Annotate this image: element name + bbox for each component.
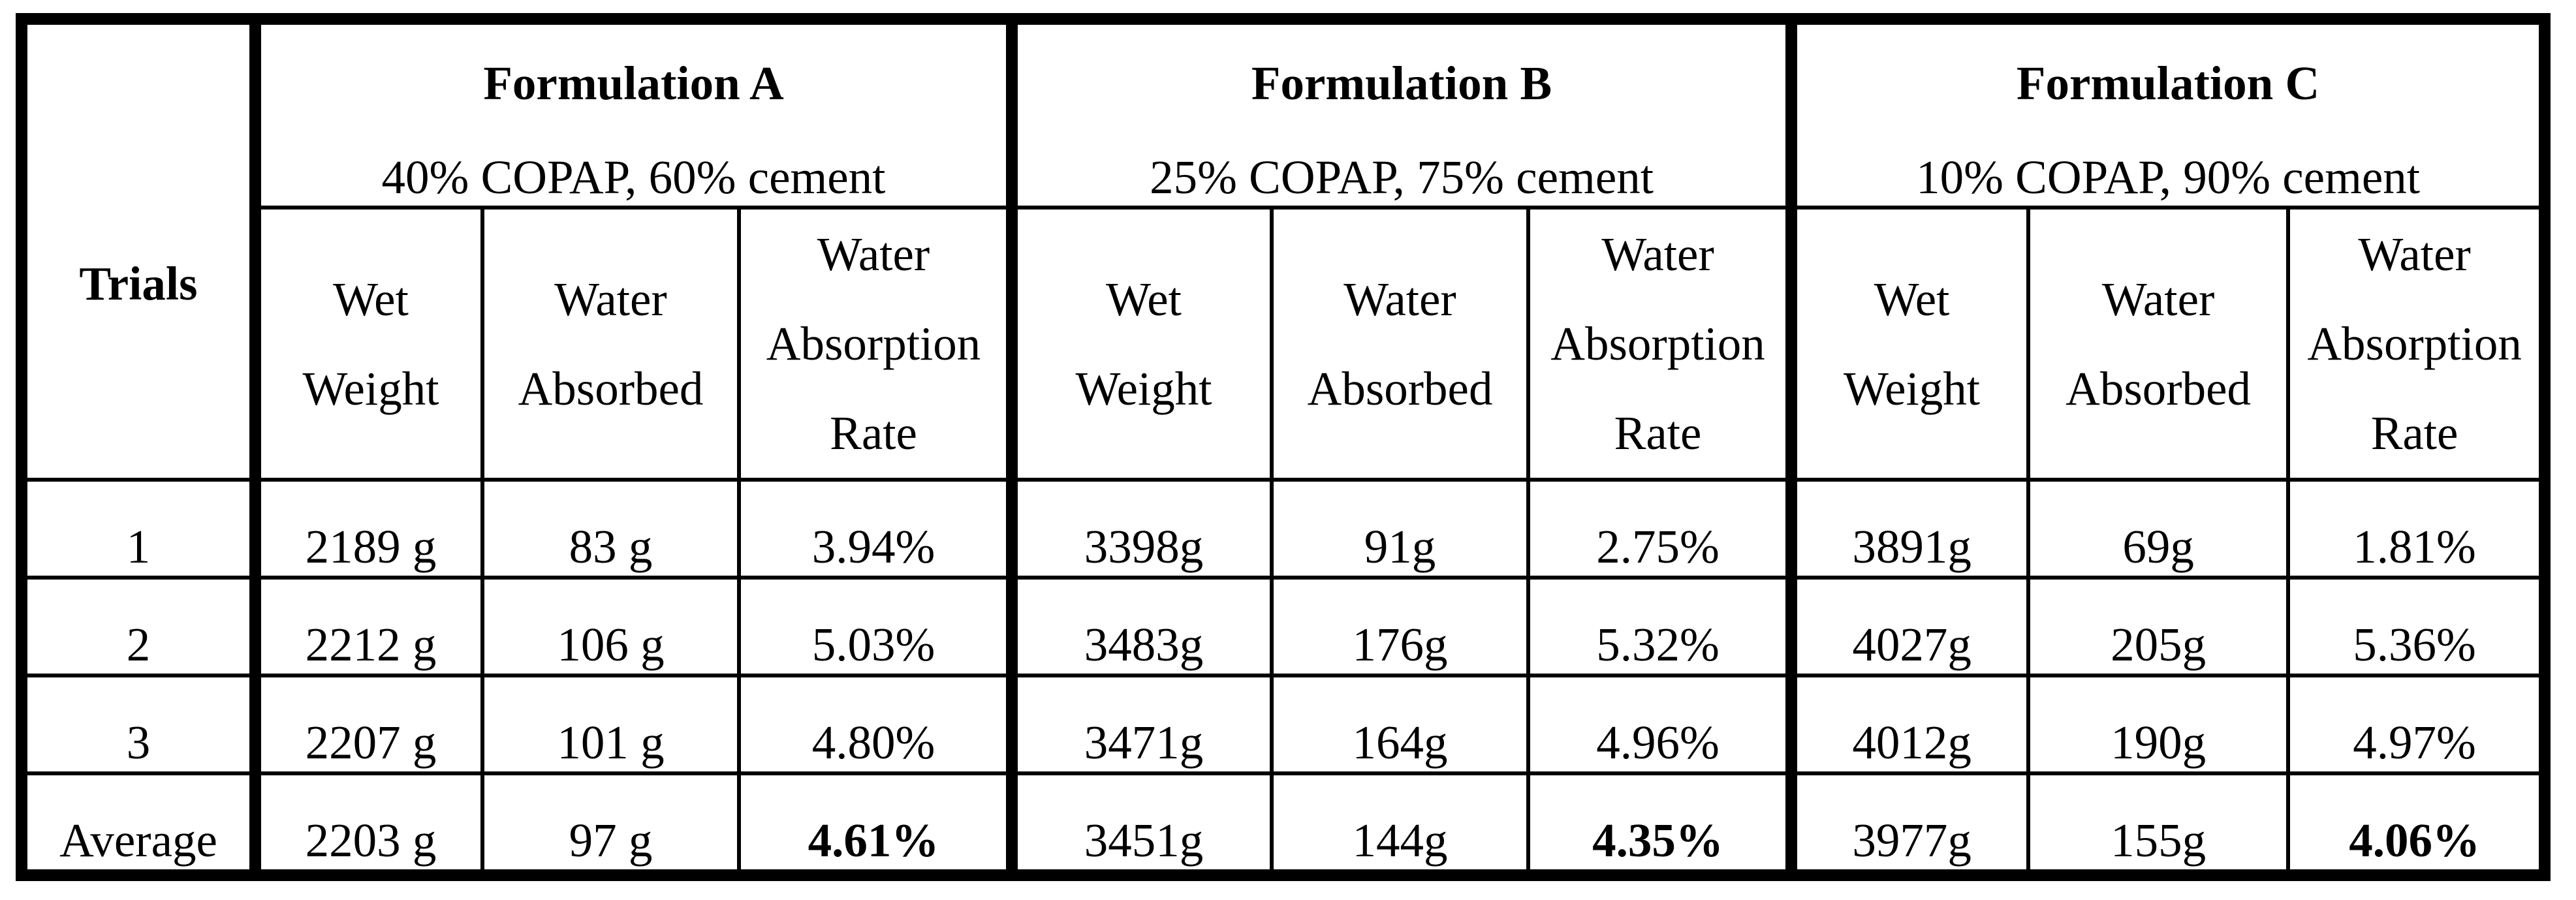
table-row: Trials Formulation A 40% COPAP, 60% ceme… [20, 16, 2547, 482]
table-cell: 4027g [1789, 576, 2031, 678]
trials-corner-header: Trials [20, 16, 261, 482]
table-cell: 97 g [480, 771, 741, 877]
table-cell: 83 g [480, 478, 741, 580]
table-cell: 101 g [480, 674, 741, 776]
table-cell: 4.97% [2286, 674, 2547, 776]
col-header-c-water-absorption-rate: Water Absorption Rate [2286, 206, 2547, 482]
average-rate-cell: 4.06% [2286, 771, 2547, 877]
formulation-c-header-cell: Formulation C 10% COPAP, 90% cement [1789, 16, 2547, 210]
table-cell: 2.75% [1526, 478, 1798, 580]
trial-label: 3 [20, 674, 261, 776]
table-row: 3 2207 g 101 g 4.80% 3471g 164g 4.96% 40… [20, 674, 2547, 776]
table-row: 2 2212 g 106 g 5.03% 3483g 176g 5.32% 40… [20, 576, 2547, 678]
table-cell: 3451g [1010, 771, 1274, 877]
col-header-a-wet-weight: Wet Weight [253, 206, 484, 482]
formulation-b-title: Formulation B [1251, 57, 1552, 110]
table-cell: 106 g [480, 576, 741, 678]
table-cell: 2203 g [253, 771, 484, 877]
table-cell: 155g [2026, 771, 2291, 877]
table-row: Average 2203 g 97 g 4.61% 3451g 144g 4.3… [20, 771, 2547, 877]
table-row: Wet Weight Water Absorbed Water Absorpti… [22, 206, 2547, 482]
table-cell: 144g [1270, 771, 1531, 877]
col-header-b-water-absorption-rate: Water Absorption Rate [1526, 206, 1798, 482]
formulation-a-title: Formulation A [483, 57, 784, 110]
table-cell: 2207 g [253, 674, 484, 776]
formulation-c-title: Formulation C [2016, 57, 2320, 110]
table-cell: 5.03% [736, 576, 1018, 678]
col-header-c-water-absorbed: Water Absorbed [2026, 206, 2291, 482]
table-cell: 164g [1270, 674, 1531, 776]
table-cell: 190g [2026, 674, 2291, 776]
table-cell: 3977g [1789, 771, 2031, 877]
table-cell: 69g [2026, 478, 2291, 580]
table-cell: 176g [1270, 576, 1531, 678]
formulation-b-subtitle: 25% COPAP, 75% cement [1150, 150, 1654, 204]
col-header-b-wet-weight: Wet Weight [1010, 206, 1274, 482]
table-row: 1 2189 g 83 g 3.94% 3398g 91g 2.75% 3891… [20, 478, 2547, 580]
trial-label: 2 [20, 576, 261, 678]
formulation-a-header-cell: Formulation A 40% COPAP, 60% cement [253, 16, 1018, 210]
table-cell: 205g [2026, 576, 2291, 678]
table-cell: 4.80% [736, 674, 1018, 776]
average-rate-cell: 4.61% [736, 771, 1018, 877]
table-cell: 3891g [1789, 478, 2031, 580]
table-cell: 3398g [1010, 478, 1274, 580]
table-cell: 2189 g [253, 478, 484, 580]
table-cell: 5.32% [1526, 576, 1798, 678]
table-cell: 4.96% [1526, 674, 1798, 776]
table-cell: 2212 g [253, 576, 484, 678]
formulation-b-header-cell: Formulation B 25% COPAP, 75% cement [1010, 16, 1798, 210]
trial-label: 1 [20, 478, 261, 580]
table-cell: 3.94% [736, 478, 1018, 580]
table-cell: 5.36% [2286, 576, 2547, 678]
col-header-a-water-absorbed: Water Absorbed [480, 206, 741, 482]
average-row-label: Average [20, 771, 261, 877]
col-header-a-water-absorption-rate: Water Absorption Rate [736, 206, 1018, 482]
col-header-c-wet-weight: Wet Weight [1789, 206, 2031, 482]
col-header-b-water-absorbed: Water Absorbed [1270, 206, 1531, 482]
table-wrapper: Trials Formulation A 40% COPAP, 60% ceme… [16, 13, 2551, 881]
table-cell: 91g [1270, 478, 1531, 580]
formulation-a-subtitle: 40% COPAP, 60% cement [381, 150, 886, 204]
water-absorption-results-table: Trials Formulation A 40% COPAP, 60% ceme… [16, 13, 2551, 881]
table-cell: 3471g [1010, 674, 1274, 776]
table-cell: 1.81% [2286, 478, 2547, 580]
average-rate-cell: 4.35% [1526, 771, 1798, 877]
formulation-c-subtitle: 10% COPAP, 90% cement [1916, 150, 2421, 204]
table-cell: 3483g [1010, 576, 1274, 678]
table-cell: 4012g [1789, 674, 2031, 776]
